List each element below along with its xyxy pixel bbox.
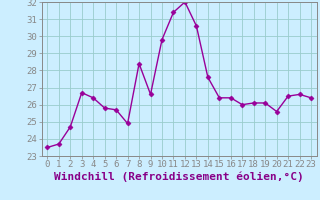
X-axis label: Windchill (Refroidissement éolien,°C): Windchill (Refroidissement éolien,°C) — [54, 172, 304, 182]
